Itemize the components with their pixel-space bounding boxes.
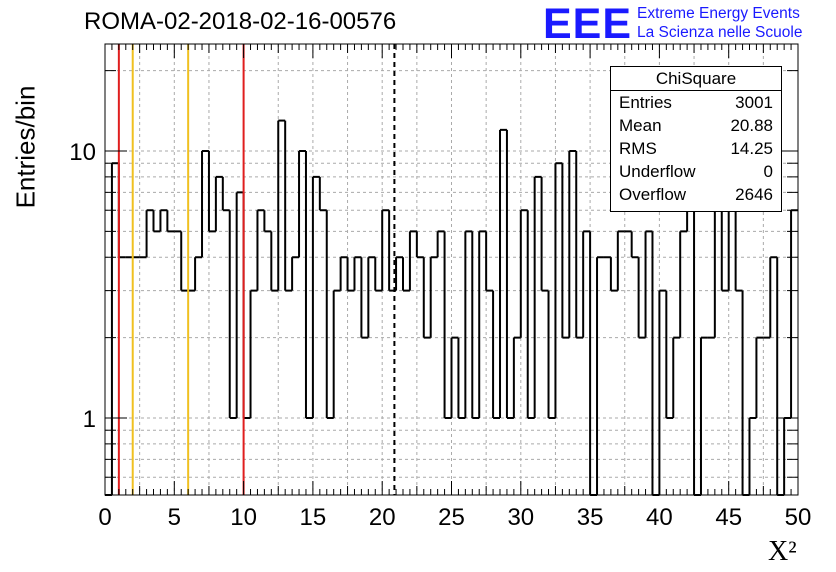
stats-title: ChiSquare [655,69,737,88]
x-tick-label: 30 [507,504,534,531]
stats-value: 14.25 [730,139,773,158]
axis-ticks [104,44,799,495]
y-tick-label: 1 [83,406,96,433]
stats-value: 2646 [735,185,773,204]
stats-key: Entries [619,93,672,112]
x-tick-label: 45 [715,504,742,531]
x-tick-label: 50 [785,504,812,531]
stats-row-mean: Mean 20.88 [619,116,773,138]
stats-row-overflow: Overflow 2646 [619,185,773,207]
cut-lines-layer [117,44,396,495]
x-tick-label: 0 [98,504,111,531]
y-tick-label: 10 [69,139,96,166]
eee-logo: EEE [543,0,633,48]
logo-line-2: La Scienza nelle Scuole [637,24,803,41]
stats-row-rms: RMS 14.25 [619,139,773,161]
x-tick-label: 20 [369,504,396,531]
stats-value: 20.88 [730,116,773,135]
x-axis-label: X² [768,536,797,567]
x-tick-label: 10 [230,504,257,531]
axis-tick-labels: 0 5 10 15 20 25 30 35 40 45 50 1 10 [69,139,811,531]
stats-value: 3001 [735,93,773,112]
stats-value: 0 [763,162,773,181]
stats-box: ChiSquare Entries 3001 Mean 20.88 RMS 14… [610,66,782,212]
stats-separator [611,90,781,91]
stats-key: Underflow [619,162,696,181]
stats-key: Overflow [619,185,687,204]
stats-key: RMS [619,139,657,158]
histogram-layer [105,119,798,496]
stats-row-underflow: Underflow 0 [619,162,773,184]
logo-line-1: Extreme Energy Events [637,5,800,22]
stats-row-entries: Entries 3001 [619,93,773,115]
x-tick-label: 5 [168,504,181,531]
stats-key: Mean [619,116,662,135]
x-tick-label: 35 [577,504,604,531]
x-tick-label: 15 [300,504,327,531]
y-axis-label-box: Entries/bin [6,86,46,209]
x-tick-label: 25 [438,504,465,531]
x-tick-label: 40 [646,504,673,531]
run-title: ROMA-02-2018-02-16-00576 [84,8,397,35]
y-axis-label: Entries/bin [10,85,41,209]
